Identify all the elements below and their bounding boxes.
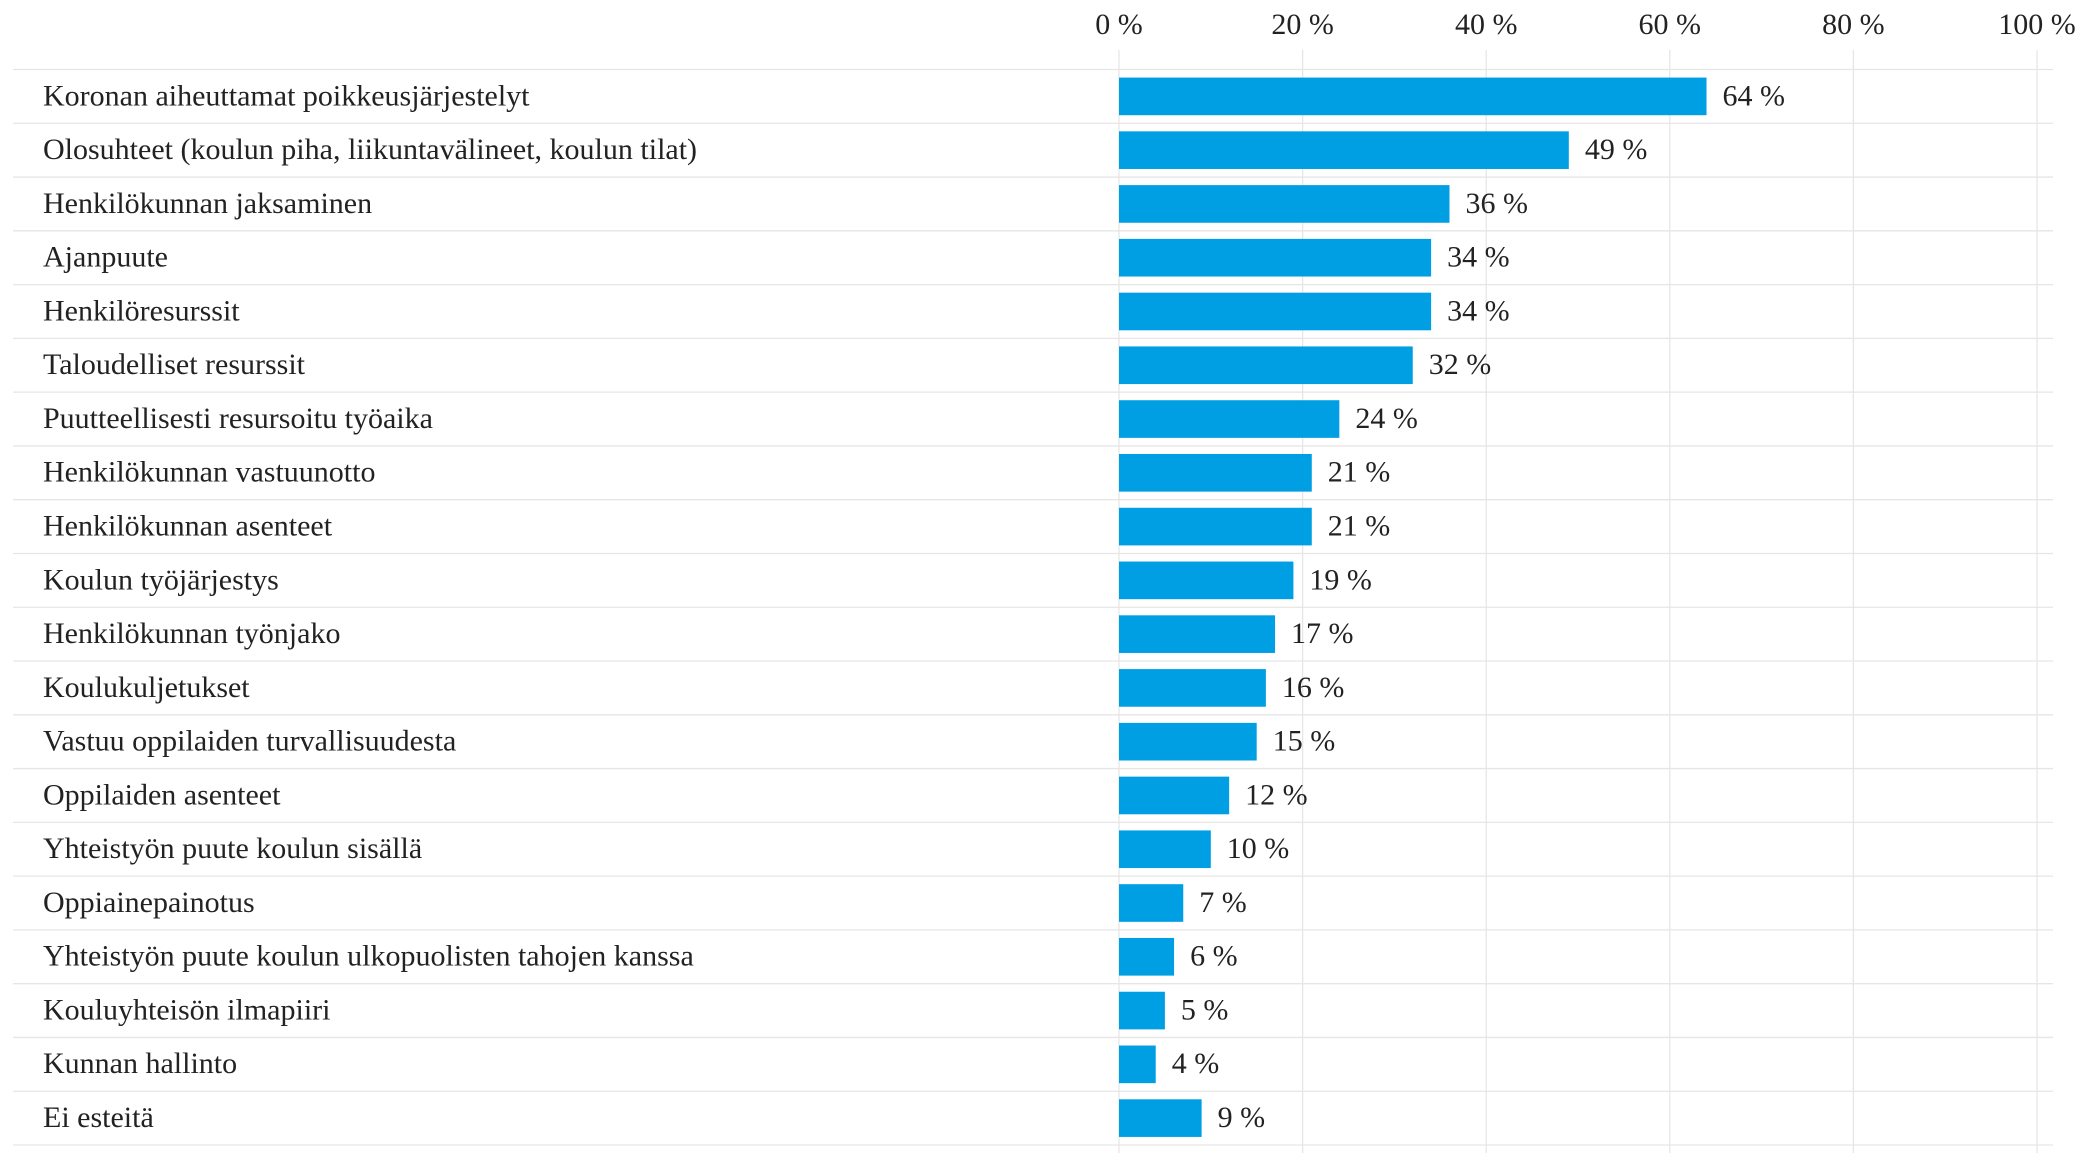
category-label: Ajanpuute (43, 241, 168, 274)
x-tick-label: 60 % (1639, 8, 1702, 41)
bar (1119, 561, 1294, 600)
bar (1119, 615, 1276, 653)
bar (1119, 453, 1312, 492)
bar (1119, 131, 1569, 169)
category-label: Henkilökunnan vastuunotto (43, 456, 375, 489)
bar (1119, 1045, 1156, 1084)
category-label: Oppiainepainotus (43, 886, 255, 919)
value-label: 49 % (1585, 133, 1648, 166)
bar (1119, 77, 1707, 116)
bar (1119, 238, 1432, 277)
value-label: 16 % (1282, 671, 1345, 704)
value-label: 21 % (1328, 509, 1391, 542)
x-tick-label: 100 % (1998, 8, 2076, 41)
bar (1119, 292, 1432, 331)
value-label: 12 % (1245, 778, 1308, 811)
category-label: Henkilöresurssit (43, 294, 240, 327)
value-label: 4 % (1172, 1047, 1220, 1080)
category-label: Henkilökunnan jaksaminen (43, 187, 372, 220)
x-tick-label: 0 % (1095, 8, 1143, 41)
category-label: Yhteistyön puute koulun ulkopuolisten ta… (43, 940, 694, 973)
category-label: Olosuhteet (koulun piha, liikuntavälinee… (43, 133, 697, 166)
value-label: 5 % (1181, 993, 1229, 1026)
x-tick-label: 80 % (1822, 8, 1885, 41)
value-label: 7 % (1199, 886, 1247, 919)
value-label: 24 % (1355, 402, 1418, 435)
bar (1119, 507, 1312, 546)
bar (1119, 400, 1340, 438)
x-tick-label: 20 % (1271, 8, 1334, 41)
bar (1119, 776, 1230, 815)
bar (1119, 884, 1184, 922)
category-label: Koulun työjärjestys (43, 563, 279, 596)
category-label: Vastuu oppilaiden turvallisuudesta (43, 725, 456, 758)
bar (1119, 346, 1413, 385)
bar (1119, 830, 1211, 869)
value-label: 10 % (1227, 832, 1290, 865)
bar (1119, 1099, 1202, 1137)
value-label: 32 % (1429, 348, 1492, 381)
value-label: 9 % (1218, 1101, 1266, 1134)
value-label: 34 % (1447, 241, 1510, 274)
category-label: Koulukuljetukset (43, 671, 250, 704)
category-label: Henkilökunnan työnjako (43, 617, 340, 650)
bar (1119, 937, 1175, 976)
value-label: 6 % (1190, 940, 1238, 973)
category-label: Oppilaiden asenteet (43, 778, 281, 811)
category-label: Kouluyhteisön ilmapiiri (43, 993, 330, 1026)
category-label: Yhteistyön puute koulun sisällä (43, 832, 422, 865)
category-label: Taloudelliset resurssit (43, 348, 306, 381)
value-label: 36 % (1465, 187, 1528, 220)
bar (1119, 722, 1257, 761)
x-tick-label: 40 % (1455, 8, 1518, 41)
value-label: 17 % (1291, 617, 1354, 650)
category-label: Henkilökunnan asenteet (43, 509, 333, 542)
value-label: 64 % (1723, 79, 1786, 112)
value-label: 21 % (1328, 456, 1391, 489)
bar (1119, 669, 1266, 707)
bar (1119, 991, 1165, 1030)
category-label: Kunnan hallinto (43, 1047, 237, 1080)
category-label: Ei esteitä (43, 1101, 154, 1134)
category-label: Puutteellisesti resursoitu työaika (43, 402, 433, 435)
category-label: Koronan aiheuttamat poikkeusjärjestelyt (43, 79, 530, 112)
bar (1119, 185, 1450, 223)
value-label: 15 % (1273, 725, 1336, 758)
value-label: 19 % (1309, 563, 1372, 596)
value-label: 34 % (1447, 294, 1510, 327)
